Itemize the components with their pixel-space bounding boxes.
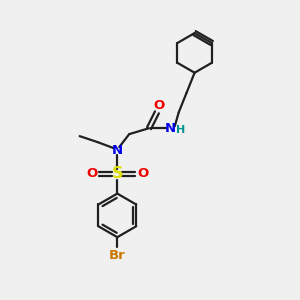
- Text: O: O: [86, 167, 97, 180]
- Text: N: N: [112, 143, 123, 157]
- Text: S: S: [112, 166, 123, 181]
- Text: Br: Br: [109, 248, 126, 262]
- Text: O: O: [153, 99, 164, 112]
- Text: O: O: [137, 167, 149, 180]
- Text: H: H: [176, 125, 185, 135]
- Text: N: N: [165, 122, 176, 135]
